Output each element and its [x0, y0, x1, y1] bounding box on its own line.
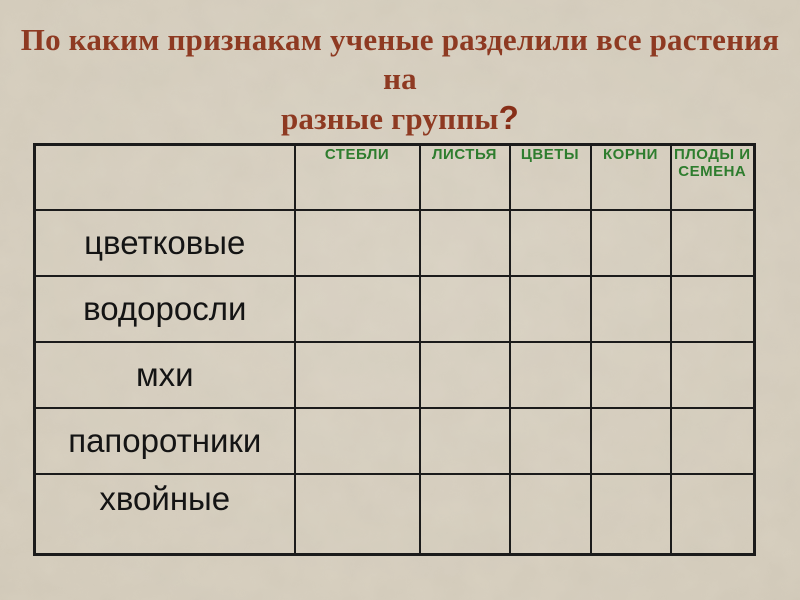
slide-title: По каким признакам ученые разделили все … [10, 20, 790, 138]
plant-groups-table: СТЕБЛИ ЛИСТЬЯ ЦВЕТЫ КОРНИ ПЛОДЫ И СЕМЕНА… [33, 143, 756, 556]
table-row-mosses: мхи [33, 340, 756, 409]
table-cell [293, 208, 421, 277]
table-cell [669, 340, 756, 409]
title-line-2: разные группы [280, 101, 499, 136]
table-cell [418, 208, 511, 277]
table-cell [669, 472, 756, 556]
row-label-algae: водоросли [33, 274, 296, 343]
table-cell [418, 472, 511, 556]
table-cell [418, 340, 511, 409]
column-header-stems: СТЕБЛИ [293, 143, 421, 211]
title-question-mark: ? [498, 99, 520, 136]
table-cell [669, 274, 756, 343]
corner-cell [33, 143, 296, 211]
row-label-ferns: папоротники [33, 406, 296, 475]
table-cell [508, 274, 592, 343]
row-label-conifers: хвойные [33, 472, 296, 556]
table-cell [589, 208, 672, 277]
table-row-conifers: хвойные [33, 472, 756, 556]
table-cell [589, 472, 672, 556]
table-cell [293, 274, 421, 343]
table-row-ferns: папоротники [33, 406, 756, 475]
column-header-flowers: ЦВЕТЫ [508, 143, 592, 211]
table-cell [589, 274, 672, 343]
table-row-algae: водоросли [33, 274, 756, 343]
table-cell [293, 472, 421, 556]
table-cell [293, 406, 421, 475]
table-cell [589, 340, 672, 409]
table-cell [508, 406, 592, 475]
title-line-1: По каким признакам ученые разделили все … [20, 22, 780, 96]
row-label-mosses: мхи [33, 340, 296, 409]
table-cell [418, 274, 511, 343]
table-header-row: СТЕБЛИ ЛИСТЬЯ ЦВЕТЫ КОРНИ ПЛОДЫ И СЕМЕНА [33, 143, 756, 211]
column-header-leaves: ЛИСТЬЯ [418, 143, 511, 211]
table-cell [508, 472, 592, 556]
row-label-flowering: цветковые [33, 208, 296, 277]
table-cell [508, 340, 592, 409]
table-cell [669, 406, 756, 475]
table-cell [508, 208, 592, 277]
table-cell [589, 406, 672, 475]
column-header-roots: КОРНИ [589, 143, 672, 211]
table-cell [293, 340, 421, 409]
table-row-flowering: цветковые [33, 208, 756, 277]
table-cell [669, 208, 756, 277]
column-header-fruits-seeds: ПЛОДЫ И СЕМЕНА [669, 143, 756, 211]
table-cell [418, 406, 511, 475]
